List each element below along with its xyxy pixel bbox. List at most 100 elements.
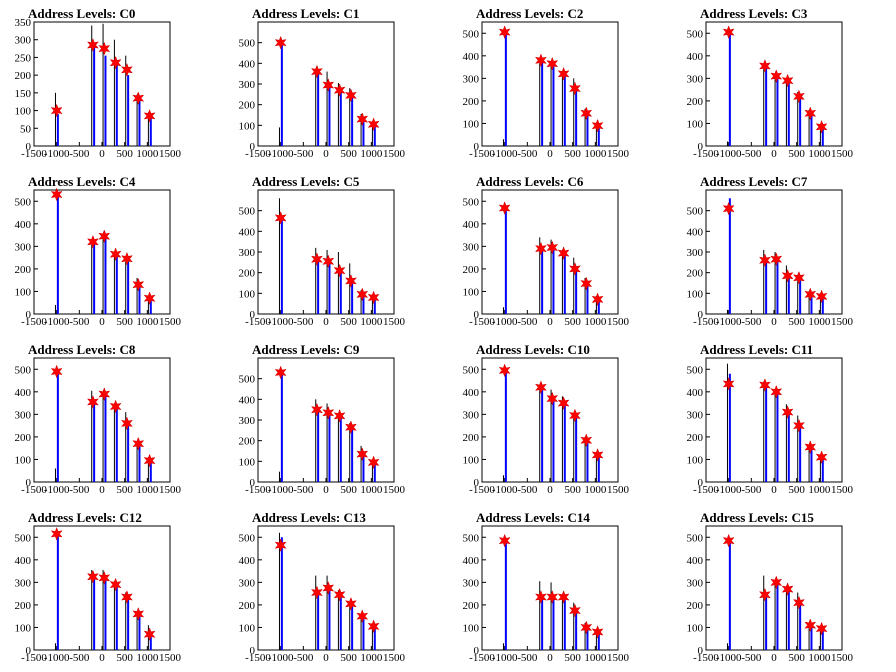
x-tick-label: -500	[69, 148, 90, 160]
x-tick-label: -1000	[716, 484, 742, 496]
level-star-marker	[274, 35, 287, 50]
level-star-marker	[781, 268, 794, 283]
x-tick-label: -500	[517, 484, 538, 496]
y-tick-label: 300	[239, 247, 256, 259]
level-star-marker	[580, 106, 593, 121]
y-tick-label: 500	[239, 206, 256, 218]
y-tick-label: 100	[687, 288, 704, 300]
x-tick-label: 1500	[383, 484, 406, 496]
chart-panel-c0: Address Levels: C0 0 50 100 150 200 250 300 350 -…	[15, 6, 182, 160]
y-tick-label: 400	[687, 51, 704, 63]
y-tick-label: 300	[687, 409, 704, 421]
level-star-marker	[143, 627, 156, 642]
x-tick-label: 1000	[808, 316, 831, 328]
level-star-marker	[310, 585, 323, 600]
x-tick-label: -500	[69, 484, 90, 496]
y-tick-label: 200	[15, 432, 32, 444]
y-tick-label: 200	[463, 264, 480, 276]
level-star-marker	[534, 53, 547, 68]
level-star-marker	[568, 603, 581, 618]
level-star-marker	[546, 590, 559, 604]
y-tick-label: 200	[463, 600, 480, 612]
level-star-marker	[722, 25, 735, 40]
y-tick-label: 400	[239, 58, 256, 70]
x-tick-label: 0	[771, 316, 777, 328]
chart-panel-c13: Address Levels: C13 0 100 200 300 400 500 -1500…	[239, 510, 406, 664]
y-tick-label: 0	[698, 309, 704, 321]
x-tick-label: 1000	[584, 148, 607, 160]
y-tick-label: 100	[15, 622, 32, 634]
x-tick-label: -500	[741, 148, 762, 160]
x-tick-label: 0	[547, 148, 553, 160]
level-star-marker	[120, 590, 133, 604]
y-tick-label: 100	[463, 454, 480, 466]
level-star-marker	[770, 384, 783, 399]
chart-panel-c1: Address Levels: C10100200300400500-1500-…	[239, 6, 406, 160]
x-tick-label: -1500	[21, 316, 47, 328]
x-tick-label: 1500	[607, 148, 630, 160]
x-tick-label: 500	[788, 148, 805, 160]
x-tick-label: -500	[293, 148, 314, 160]
x-tick-label: -1000	[268, 484, 294, 496]
chart-title: Address Levels: C11	[700, 342, 813, 357]
level-star-marker	[310, 402, 323, 417]
x-tick-label: -500	[293, 484, 314, 496]
y-tick-label: 0	[698, 645, 704, 657]
x-tick-label: 1500	[159, 652, 182, 664]
chart-panel-c10: Address Levels: C10 0 100 200 300 400 500 -1500…	[463, 342, 630, 496]
y-tick-label: 0	[698, 141, 704, 153]
level-star-marker	[557, 396, 570, 411]
level-star-marker	[143, 108, 156, 123]
x-tick-label: -1500	[21, 484, 47, 496]
x-tick-label: -500	[741, 652, 762, 664]
y-tick-label: 250	[15, 52, 32, 64]
y-tick-label: 500	[463, 364, 480, 376]
y-tick-label: 0	[26, 309, 32, 321]
level-star-marker	[557, 590, 570, 604]
level-star-marker	[86, 234, 99, 249]
y-tick-label: 300	[687, 577, 704, 589]
chart-panel-c4: Address Levels: C40100200300400500-1500-…	[15, 174, 182, 328]
level-star-marker	[498, 533, 511, 548]
x-tick-label: -500	[741, 316, 762, 328]
y-tick-label: 300	[687, 247, 704, 259]
x-tick-label: 1000	[808, 148, 831, 160]
level-star-marker	[568, 261, 581, 276]
y-tick-label: 200	[239, 100, 256, 112]
level-star-marker	[86, 569, 99, 584]
y-tick-label: 50	[20, 123, 32, 135]
x-tick-label: 500	[340, 316, 357, 328]
y-tick-label: 400	[463, 51, 480, 63]
level-star-marker	[591, 118, 604, 133]
level-star-marker	[580, 620, 593, 635]
x-tick-label: -500	[517, 316, 538, 328]
x-tick-label: -1500	[469, 316, 495, 328]
level-star-marker	[356, 609, 369, 624]
level-star-marker	[367, 290, 380, 305]
x-tick-label: -1500	[21, 652, 47, 664]
y-tick-label: 200	[463, 432, 480, 444]
x-tick-label: 500	[788, 316, 805, 328]
x-tick-label: 1000	[136, 148, 159, 160]
chart-title: Address Levels: C0	[28, 6, 135, 21]
level-star-marker	[274, 365, 287, 380]
level-star-marker	[50, 364, 63, 379]
x-tick-label: -1500	[245, 652, 271, 664]
y-tick-label: 200	[15, 70, 32, 82]
level-star-marker	[109, 55, 122, 70]
level-star-marker	[356, 112, 369, 127]
y-tick-label: 0	[474, 141, 480, 153]
y-tick-label: 500	[687, 28, 704, 40]
level-star-marker	[758, 378, 771, 392]
x-tick-label: 1500	[607, 652, 630, 664]
x-tick-label: -500	[517, 652, 538, 664]
y-tick-label: 500	[463, 196, 480, 208]
level-star-marker	[580, 276, 593, 291]
y-tick-label: 500	[687, 364, 704, 376]
y-tick-label: 0	[474, 477, 480, 489]
x-tick-label: 1000	[808, 652, 831, 664]
level-star-marker	[98, 229, 111, 244]
x-tick-label: 1000	[584, 316, 607, 328]
level-star-marker	[792, 418, 805, 433]
x-tick-label: 500	[788, 484, 805, 496]
